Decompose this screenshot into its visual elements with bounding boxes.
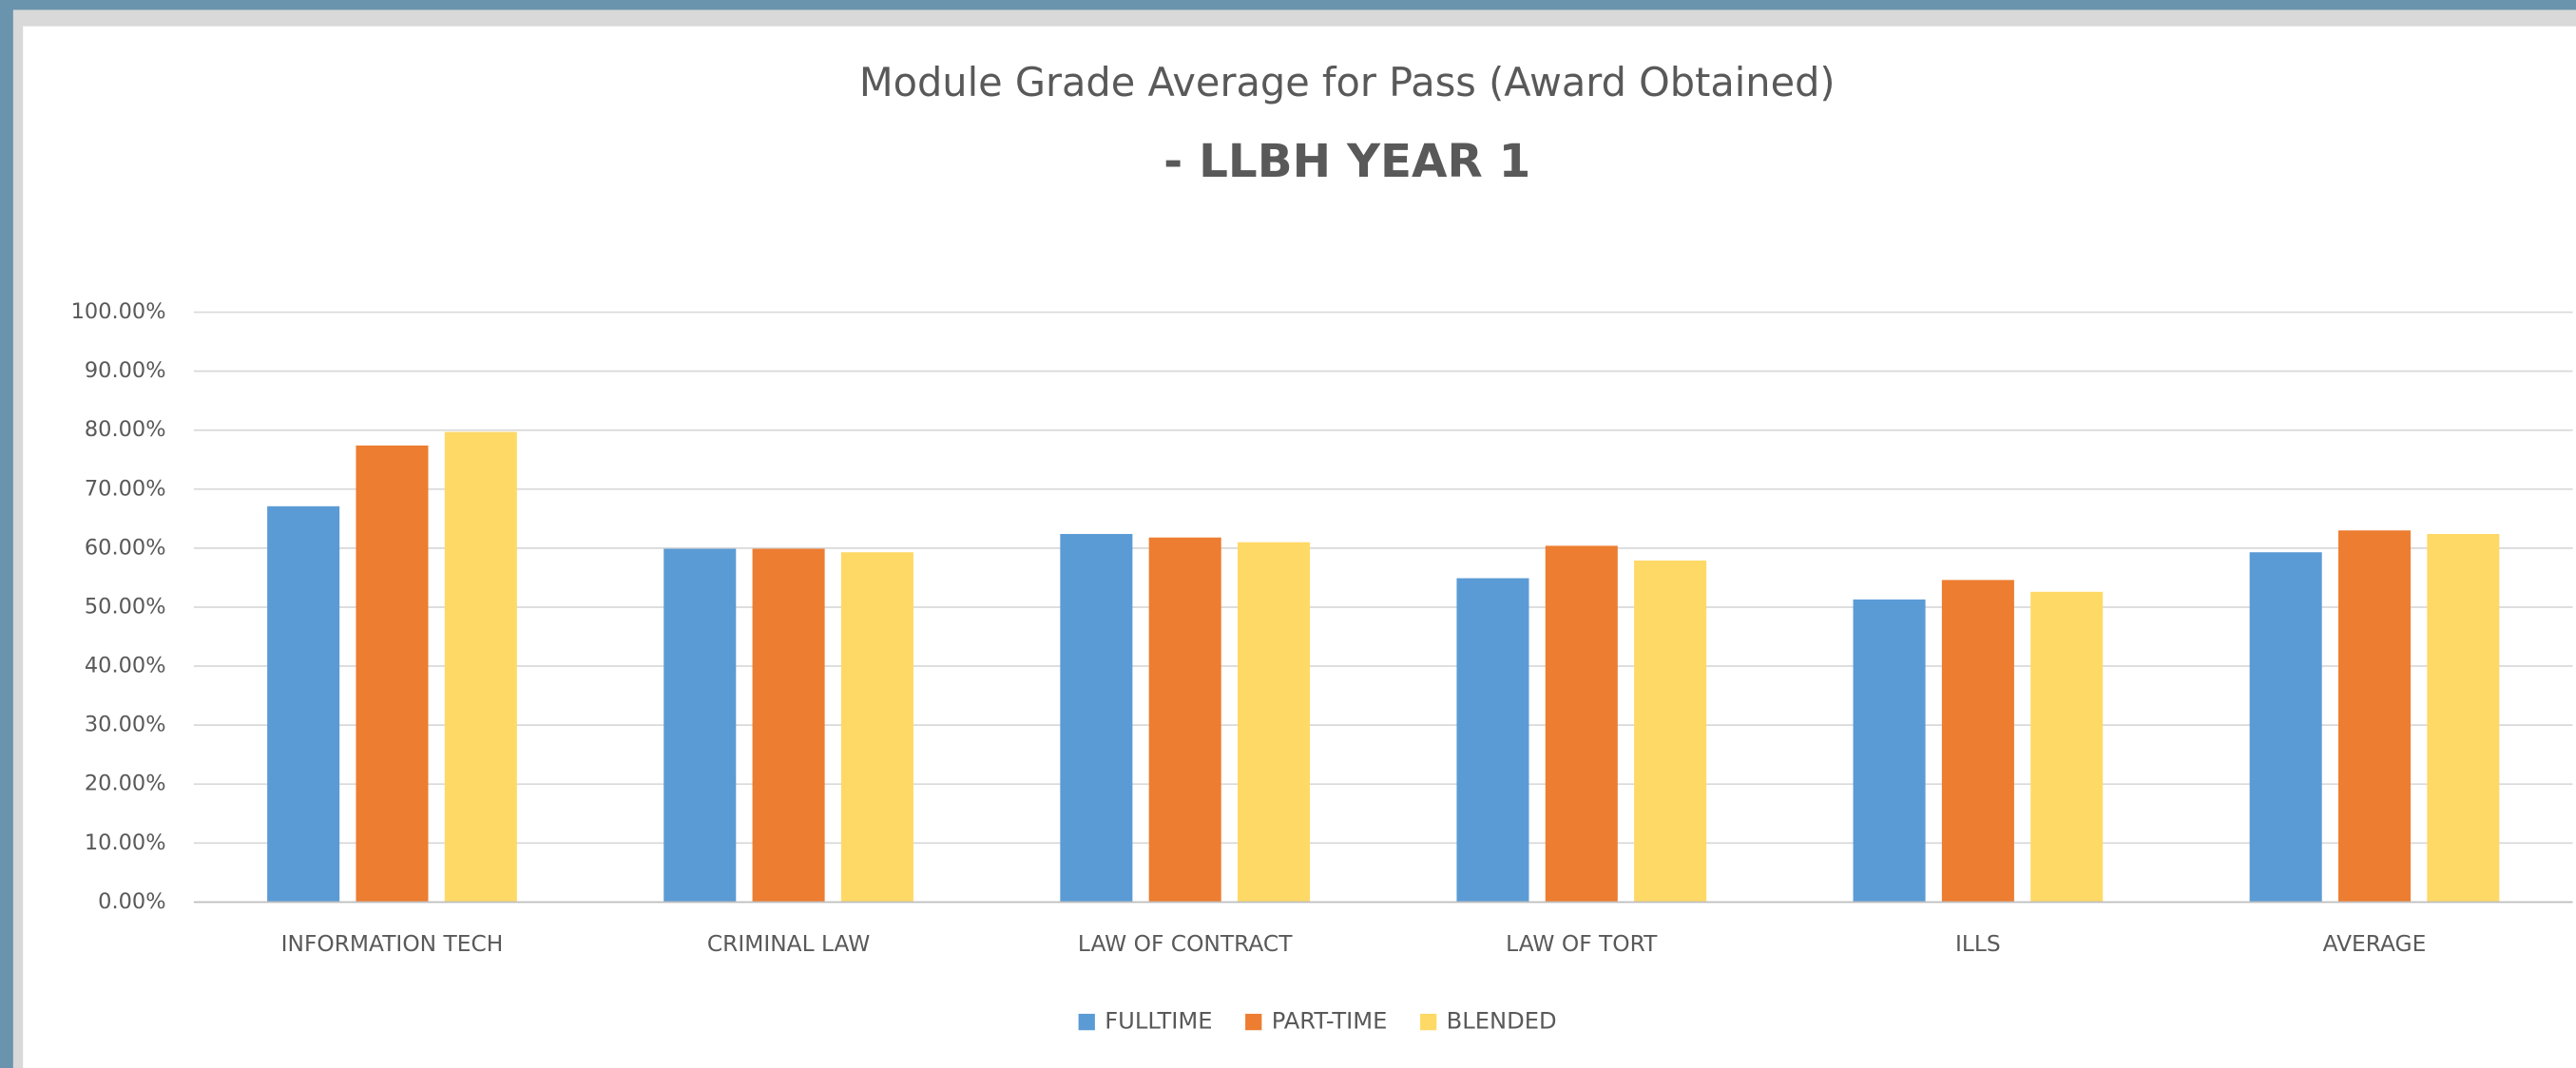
bar xyxy=(1060,533,1133,903)
bar xyxy=(2030,591,2104,903)
chart-title: Module Grade Average for Pass (Award Obt… xyxy=(859,59,1836,105)
legend-swatch xyxy=(1420,1013,1437,1031)
bar xyxy=(2337,530,2412,903)
y-tick-label: 30.00% xyxy=(85,713,166,737)
bar xyxy=(444,431,517,903)
bar xyxy=(267,505,340,903)
y-tick-label: 10.00% xyxy=(85,830,166,855)
bar xyxy=(752,548,825,903)
x-tick-label: LAW OF CONTRACT xyxy=(1078,930,1293,957)
bar xyxy=(663,548,737,903)
y-tick-label: 60.00% xyxy=(85,535,166,560)
x-tick-label: AVERAGE xyxy=(2323,930,2427,957)
y-tick-label: 70.00% xyxy=(85,476,166,501)
x-tick-label: INFORMATION TECH xyxy=(281,930,504,957)
y-tick-label: 40.00% xyxy=(85,654,166,678)
y-tick-label: 90.00% xyxy=(85,358,166,383)
bar xyxy=(2427,533,2500,903)
bar xyxy=(840,552,913,903)
y-tick-label: 50.00% xyxy=(85,594,166,619)
bar xyxy=(1456,578,1529,903)
legend-label: PART-TIME xyxy=(1272,1008,1388,1035)
x-tick-label: ILLS xyxy=(1955,930,2001,957)
y-tick-label: 80.00% xyxy=(85,417,166,442)
legend-label: BLENDED xyxy=(1447,1008,1557,1035)
legend-swatch xyxy=(1078,1013,1095,1031)
y-tick-label: 100.00% xyxy=(71,299,166,324)
bar xyxy=(2249,552,2322,903)
legend-label: FULLTIME xyxy=(1105,1008,1212,1035)
bar xyxy=(1853,599,1926,903)
y-tick-label: 20.00% xyxy=(85,772,166,796)
y-tick-label: 0.00% xyxy=(98,889,165,914)
bar xyxy=(356,445,429,903)
bar xyxy=(1634,560,1707,903)
x-tick-label: CRIMINAL LAW xyxy=(707,930,870,957)
chart-subtitle: - LLBH YEAR 1 xyxy=(1163,135,1530,188)
bar xyxy=(1941,580,2014,903)
bar xyxy=(1545,545,1618,903)
x-tick-label: LAW OF TORT xyxy=(1506,930,1658,957)
legend-swatch xyxy=(1245,1013,1262,1031)
bar xyxy=(1148,537,1221,903)
bar xyxy=(1237,542,1311,903)
